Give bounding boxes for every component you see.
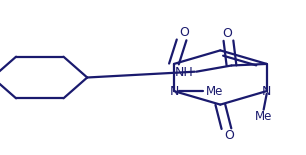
Text: O: O	[225, 129, 234, 142]
Text: NH: NH	[174, 66, 193, 79]
Text: N: N	[169, 85, 179, 97]
Text: Me: Me	[255, 110, 272, 123]
Text: N: N	[262, 85, 271, 97]
Text: Me: Me	[206, 85, 223, 97]
Text: O: O	[222, 27, 232, 40]
Text: O: O	[180, 27, 190, 39]
